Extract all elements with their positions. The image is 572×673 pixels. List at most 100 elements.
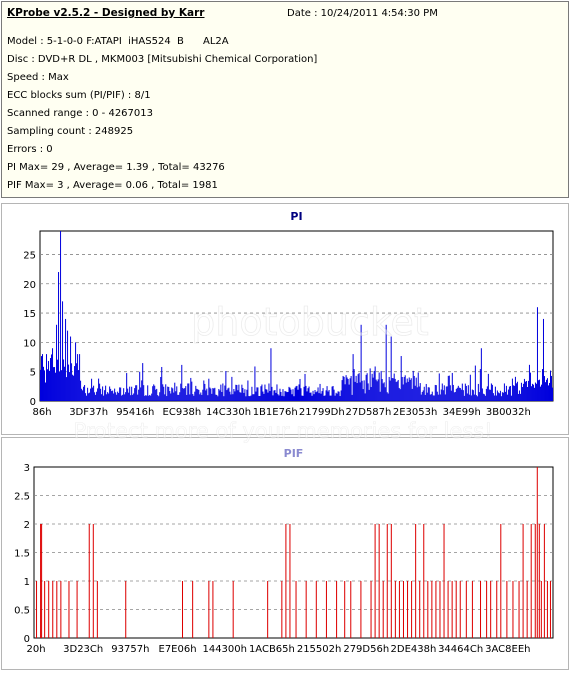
data-bar [72,374,74,401]
data-bar [170,393,172,401]
data-bar [290,389,292,401]
data-bar [144,395,146,401]
data-bar [90,388,92,401]
data-bar [435,581,437,638]
data-bar [481,388,483,401]
data-bar [408,377,410,401]
x-tick-label: 2DE438h [391,644,437,655]
data-bar [362,389,364,401]
data-bar [308,386,310,401]
data-bar [484,395,486,401]
x-tick-label: 1ACB65h [249,644,295,655]
data-bar [375,379,377,401]
data-bar [459,388,461,401]
data-bar [58,272,60,401]
data-bar [495,395,497,401]
data-bar [210,388,212,401]
data-bar [155,389,157,401]
data-bar [128,392,130,401]
data-bar [123,388,125,401]
data-bar [240,392,242,401]
data-bar [310,392,312,401]
data-bar [202,389,204,401]
data-bar [379,391,381,401]
data-bar [146,395,148,401]
data-bar [316,391,318,401]
data-bar [129,386,131,401]
data-bar [450,390,452,401]
data-bar [345,375,347,401]
data-bar [527,380,529,401]
data-bar [526,386,528,401]
data-bar [201,394,203,401]
data-bar [97,388,99,401]
data-bar [386,392,388,401]
data-bar [499,390,501,401]
data-bar [369,368,371,401]
data-bar [521,387,523,401]
data-bar [74,366,76,401]
data-bar [427,581,429,638]
data-bar [523,378,525,401]
x-tick-label: 34E99h [443,407,481,418]
data-bar [312,390,314,401]
x-tick-label: 95416h [116,407,154,418]
data-bar [449,385,451,401]
data-bar [460,389,462,401]
data-bar [169,391,171,401]
data-bar [326,386,328,401]
data-bar [256,387,258,401]
data-bar [191,381,193,401]
data-bar [118,392,120,401]
y-tick-label: 2.5 [14,492,30,503]
data-bar [85,393,87,401]
data-bar [317,387,319,401]
data-bar [414,385,416,401]
plot-area [39,230,554,402]
data-bar [89,392,91,401]
data-bar [214,387,216,401]
data-bar [197,389,199,401]
data-bar [318,393,320,401]
data-bar [394,378,396,401]
data-bar [473,394,475,401]
data-bar [336,393,338,401]
data-bar [204,383,206,401]
data-bar [255,391,257,401]
data-bar [469,374,471,401]
data-bar [102,386,104,401]
data-bar [423,524,425,638]
data-bar [161,366,163,401]
data-bar [142,363,144,401]
data-bar [401,376,403,401]
data-bar [504,391,506,401]
data-bar [467,385,469,401]
data-bar [549,581,551,638]
data-bar [48,581,50,638]
data-bar [291,394,293,401]
data-bar [444,394,446,401]
data-bar [546,581,548,638]
y-tick-label: 15 [23,309,36,320]
data-bar [534,524,536,638]
data-bar [229,391,231,401]
data-bar [471,389,473,401]
data-bar [272,395,274,401]
data-bar [511,378,513,401]
data-bar [391,378,393,401]
data-bar [87,387,89,401]
data-bar [152,386,154,401]
range-line: Scanned range : 0 - 4267013 [7,108,153,119]
data-bar [280,391,282,401]
data-bar [119,387,121,401]
data-bar [447,581,449,638]
data-bar [98,378,100,401]
data-bar [88,393,90,401]
x-tick-label: E7E06h [159,644,197,655]
data-bar [332,385,334,401]
data-bar [407,581,409,638]
data-bar [522,383,524,401]
y-tick-label: 3 [24,463,30,474]
data-bar [535,383,537,401]
data-bar [366,373,368,401]
